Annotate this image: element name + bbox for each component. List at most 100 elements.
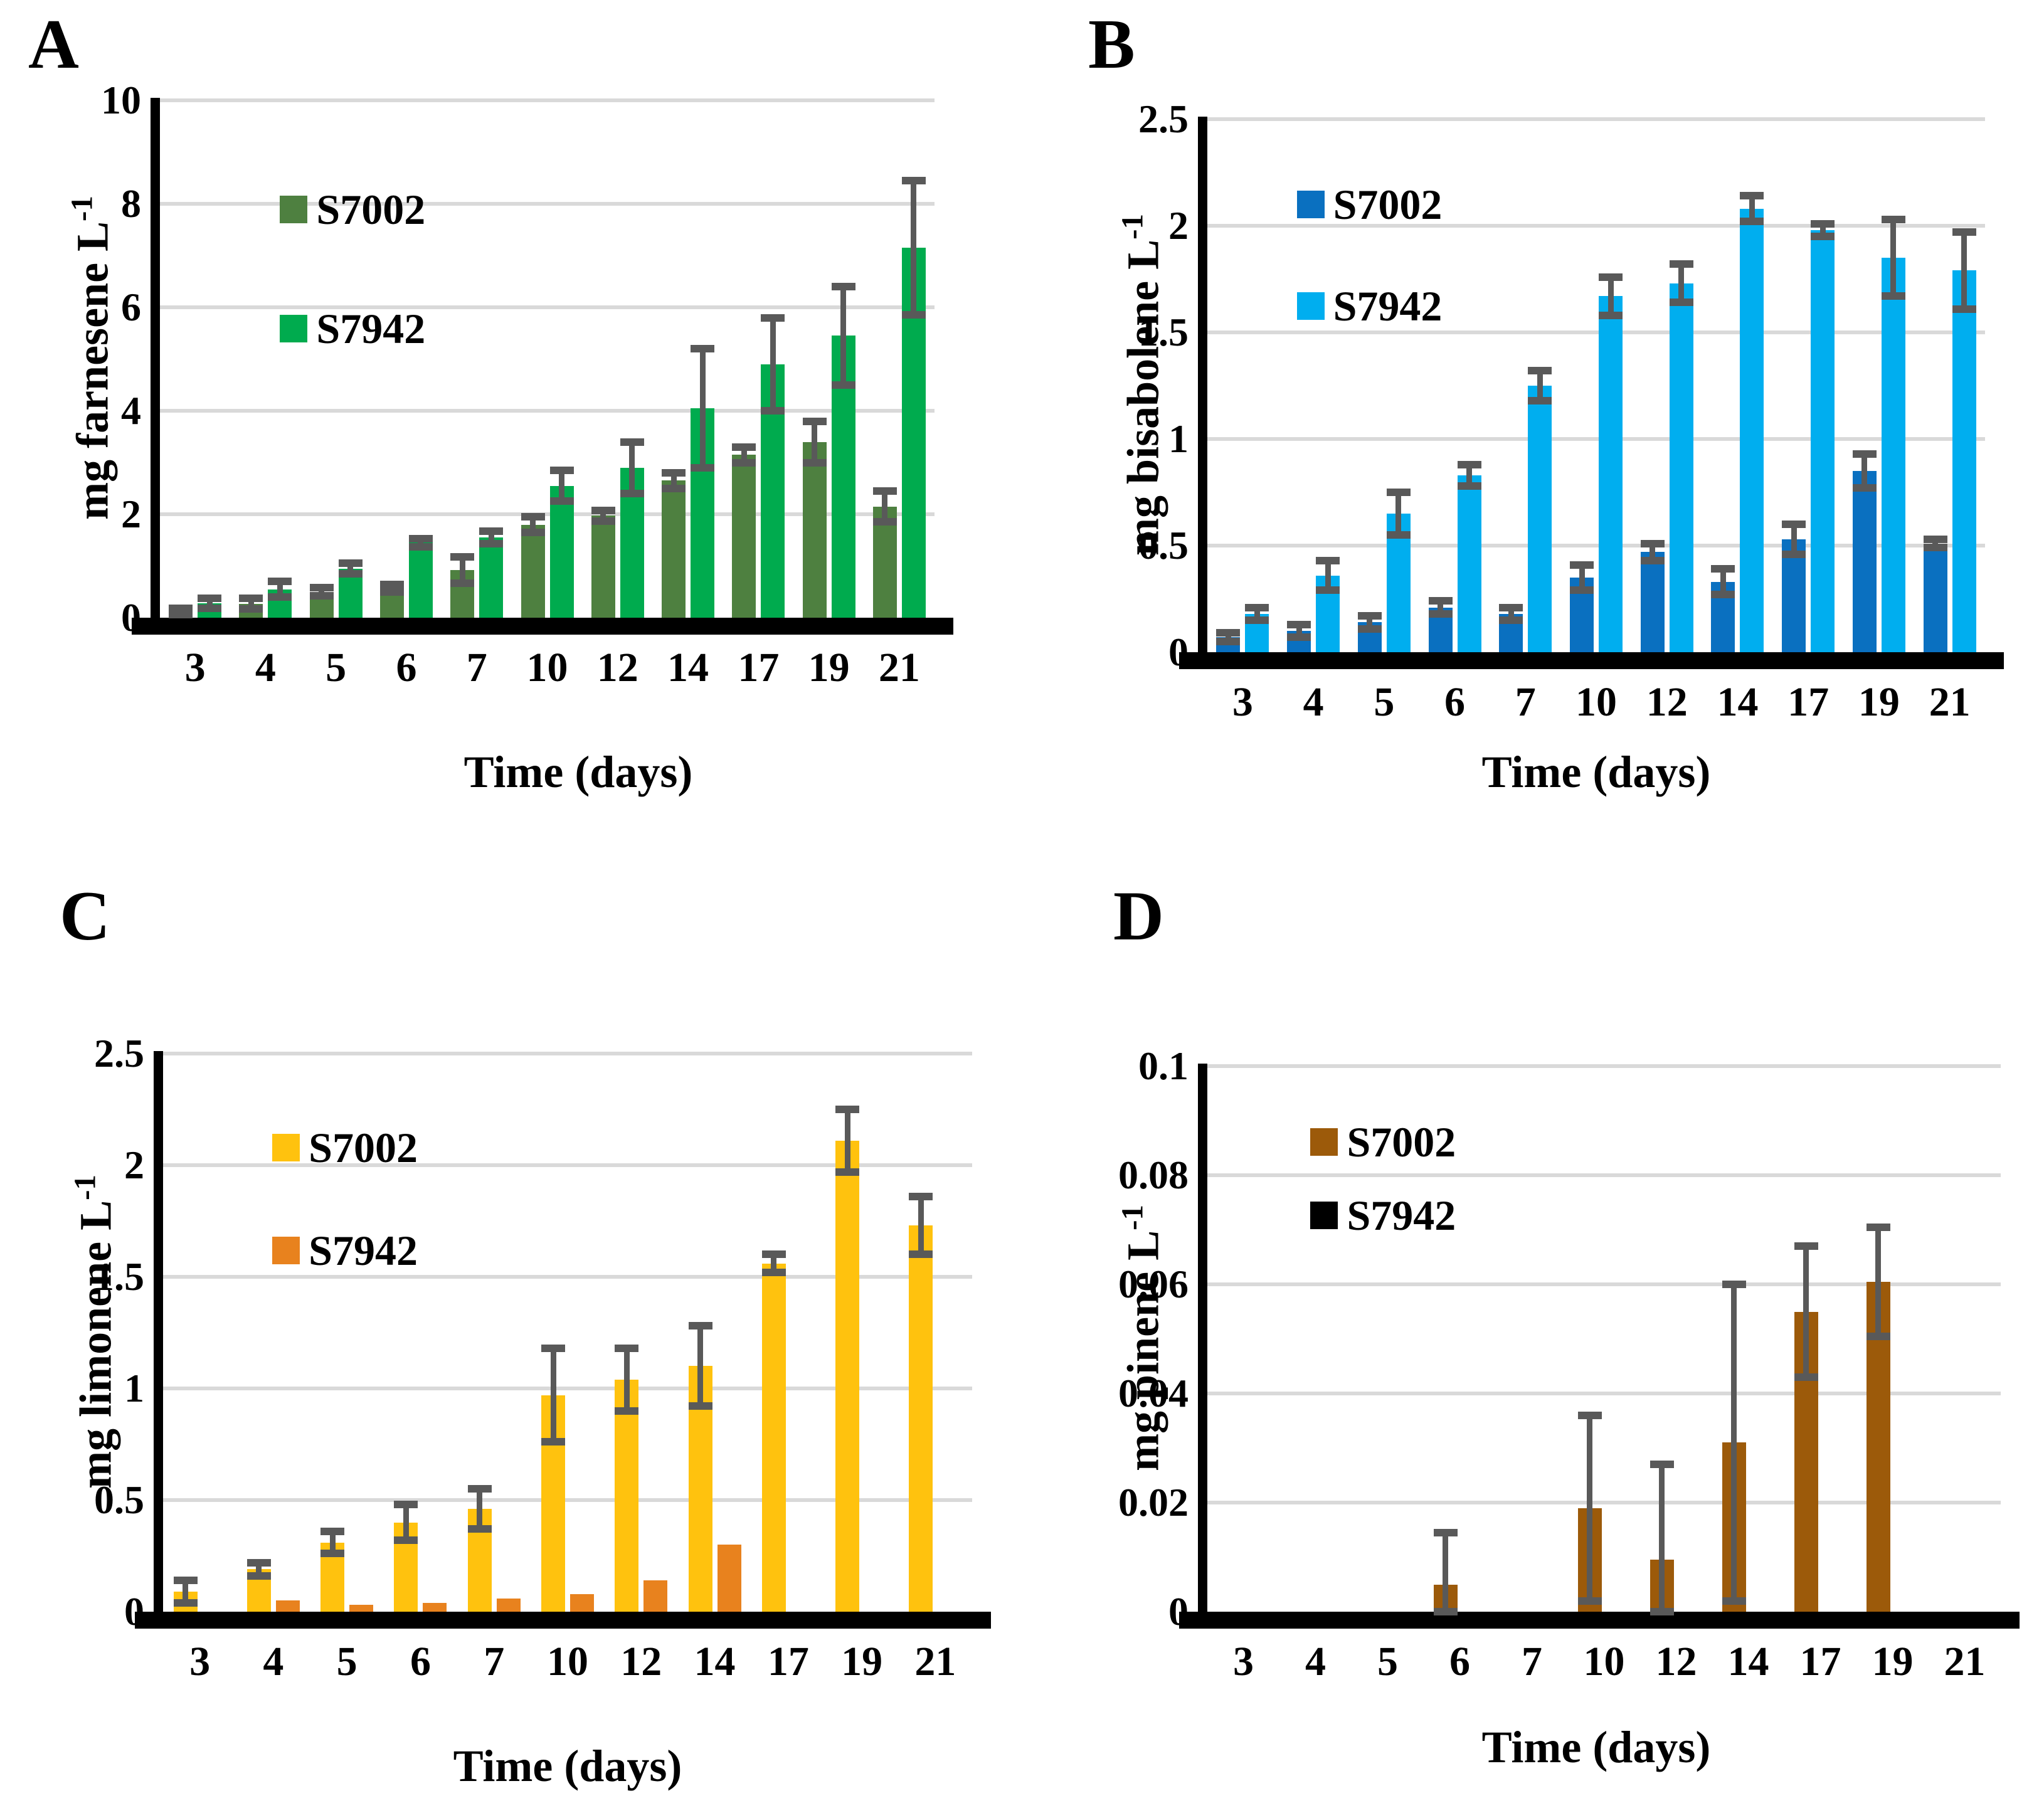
error-bar-cap: [831, 283, 855, 290]
y-tick-label: 0: [1168, 1589, 1189, 1634]
x-tick-label: 5: [336, 1639, 357, 1684]
panel-c: C mg limonene L-1 0 0.5 1 1.5 2 2.5 3 4 5 6 7 10 12 1…: [0, 865, 1022, 1813]
x-axis-line: [135, 1612, 991, 1629]
y-axis-title-exponent: -1: [1115, 1205, 1150, 1230]
bar-s7942: [1740, 208, 1764, 652]
gridline: [1207, 437, 1985, 441]
error-bar: [741, 447, 747, 463]
bar-s7002: [662, 480, 686, 618]
error-bar-cap: [802, 417, 827, 425]
y-axis-title-text: mg limonene L: [70, 1200, 121, 1489]
error-bar-cap: [1433, 1528, 1458, 1536]
error-bar: [1466, 464, 1473, 486]
error-bar-cap: [1722, 1281, 1746, 1288]
error-bar: [329, 1531, 336, 1554]
y-tick-label: 2.5: [1138, 97, 1189, 141]
error-bar: [1678, 264, 1685, 303]
y-tick-label: 0.08: [1118, 1153, 1189, 1197]
bar-s7002: [802, 441, 827, 618]
error-bar: [1890, 219, 1897, 297]
error-bar-cap: [688, 1322, 712, 1330]
y-tick-label: 8: [121, 181, 141, 226]
x-tick-label: 12: [620, 1639, 662, 1684]
panel-d: D mg pinene L-1 0 0.02 0.04 0.06 0.08 0.1 3 4 5 6…: [1022, 865, 2044, 1813]
bar-s7942: [423, 1602, 447, 1612]
bar-s7942: [570, 1594, 594, 1612]
error-bar: [623, 1348, 630, 1411]
legend-swatch-s7002: [280, 196, 308, 224]
y-axis-title: mg bisabolene L-1: [1115, 71, 1168, 699]
error-bar: [347, 563, 354, 574]
error-bar: [911, 180, 917, 315]
error-bar-cap: [394, 1501, 418, 1509]
error-bar: [1367, 616, 1373, 629]
gridline: [163, 1052, 972, 1055]
error-bar-cap: [239, 595, 263, 603]
error-bar-cap: [1287, 633, 1311, 642]
bar-s7002: [909, 1225, 933, 1612]
error-bar: [600, 510, 606, 521]
error-bar-cap: [1570, 586, 1594, 595]
error-bar-cap: [835, 1168, 860, 1176]
error-bar-cap: [1386, 489, 1411, 496]
y-tick-label: 2: [1168, 203, 1189, 248]
panel-b: B mg bisabolene L-1 0 0.5 1 1.5 2 2.5 3 4 5 6 7 10 1…: [1022, 0, 2044, 865]
error-bar-cap: [872, 518, 897, 526]
error-bar: [629, 441, 635, 494]
error-bar: [1720, 569, 1726, 595]
legend-label-s7002: S7002: [1347, 1118, 1456, 1166]
error-bar-cap: [394, 1536, 418, 1545]
bar-s7002: [1923, 543, 1947, 652]
x-tick-label: 6: [396, 645, 417, 690]
error-bar-cap: [1669, 260, 1693, 268]
gridline: [160, 512, 935, 516]
error-bar: [1254, 607, 1260, 620]
gridline: [1207, 544, 1985, 547]
error-bar-cap: [173, 1599, 198, 1607]
error-bar-cap: [688, 1402, 712, 1410]
error-bar: [1325, 560, 1331, 591]
x-tick-label: 14: [1727, 1639, 1769, 1684]
error-bar: [697, 1326, 704, 1407]
x-tick-label: 7: [1522, 1639, 1542, 1684]
x-tick-label: 19: [808, 645, 850, 690]
x-tick-label: 17: [1787, 679, 1830, 725]
bar-s7002: [615, 1379, 639, 1612]
error-bar-cap: [1794, 1373, 1818, 1381]
error-bar-cap: [1881, 292, 1905, 300]
error-bar-cap: [309, 584, 334, 592]
x-tick-label: 19: [1872, 1639, 1914, 1684]
error-bar-cap: [1649, 1461, 1674, 1469]
x-axis-title: Time (days): [1481, 1722, 1711, 1772]
bar-s7942: [1599, 296, 1623, 652]
error-bar-cap: [1923, 544, 1947, 552]
error-bar-cap: [173, 1577, 198, 1585]
error-bar: [418, 538, 424, 547]
panel-letter-d: D: [1113, 877, 1164, 955]
error-bar: [1579, 564, 1585, 591]
error-bar-cap: [909, 1250, 933, 1259]
y-axis-line: [1198, 1064, 1207, 1614]
error-bar-cap: [169, 611, 193, 619]
error-bar-cap: [1428, 610, 1453, 618]
y-tick-label: 0.5: [94, 1477, 144, 1522]
error-bar: [770, 317, 776, 411]
error-bar-cap: [1811, 233, 1835, 240]
legend-item-s7002: S7002: [272, 1126, 418, 1169]
error-bar: [1961, 232, 1967, 309]
error-bar: [256, 1562, 262, 1577]
x-tick-label: 3: [1233, 1639, 1254, 1684]
x-tick-label: 5: [326, 645, 347, 690]
x-tick-label: 10: [1575, 679, 1617, 725]
error-bar-cap: [872, 487, 897, 495]
bar-s7942: [1811, 230, 1835, 652]
error-bar-cap: [691, 345, 715, 352]
error-bar: [459, 557, 465, 583]
error-bar-cap: [379, 588, 404, 596]
error-bar: [699, 349, 706, 468]
error-bar-cap: [246, 1572, 271, 1580]
error-bar: [477, 1489, 483, 1530]
error-bar-cap: [831, 381, 855, 389]
error-bar-cap: [1711, 565, 1735, 573]
bar-s7942: [349, 1605, 374, 1612]
